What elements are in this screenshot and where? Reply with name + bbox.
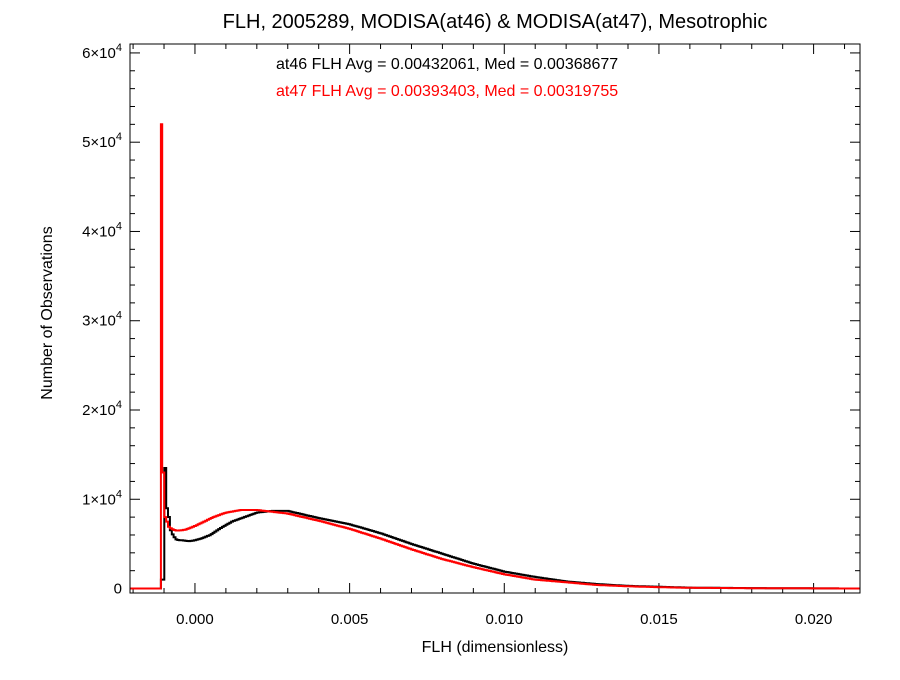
y-axis-label: Number of Observations <box>39 226 56 399</box>
chart-title: FLH, 2005289, MODISA(at46) & MODISA(at47… <box>223 11 768 33</box>
y-tick-mantissa: 6×10 <box>82 45 116 62</box>
x-tick-label: 0.010 <box>486 611 524 628</box>
y-tick-mantissa: 3×10 <box>82 313 116 330</box>
series-line-at46 <box>130 467 860 590</box>
y-tick-mantissa: 4×10 <box>82 223 116 240</box>
data-series <box>130 123 860 590</box>
y-tick-label: 1×104 <box>82 488 122 508</box>
x-tick-label: 0.005 <box>331 611 369 628</box>
y-tick-label: 6×104 <box>82 42 122 62</box>
y-tick-exponent: 4 <box>116 42 122 54</box>
y-tick-label: 4×104 <box>82 220 122 240</box>
plot-frame <box>129 43 861 594</box>
x-tick-label: 0.000 <box>176 611 214 628</box>
y-tick-exponent: 4 <box>116 399 122 411</box>
x-axis-label: FLH (dimensionless) <box>422 639 569 656</box>
y-tick-exponent: 4 <box>116 310 122 322</box>
x-tick-label: 0.020 <box>795 611 833 628</box>
y-tick-mantissa: 0 <box>114 581 122 598</box>
y-tick-mantissa: 5×10 <box>82 134 116 151</box>
series-line-at47 <box>130 123 860 590</box>
legend-at47-stats: at47 FLH Avg = 0.00393403, Med = 0.00319… <box>276 83 618 100</box>
y-tick-label: 0 <box>114 581 122 598</box>
axis-ticks: 0.000 0.005 0.010 0.015 0.02001×1042×1043×10… <box>82 42 860 628</box>
y-tick-label: 2×104 <box>82 399 122 419</box>
y-tick-exponent: 4 <box>116 131 122 143</box>
y-tick-label: 5×104 <box>82 131 122 151</box>
y-tick-label: 3×104 <box>82 310 122 330</box>
y-tick-mantissa: 1×10 <box>82 491 116 508</box>
x-tick-label: 0.015 <box>640 611 678 628</box>
y-tick-mantissa: 2×10 <box>82 402 116 419</box>
y-tick-exponent: 4 <box>116 488 122 500</box>
legend-at46-stats: at46 FLH Avg = 0.00432061, Med = 0.00368… <box>276 56 618 73</box>
y-tick-exponent: 4 <box>116 220 122 232</box>
